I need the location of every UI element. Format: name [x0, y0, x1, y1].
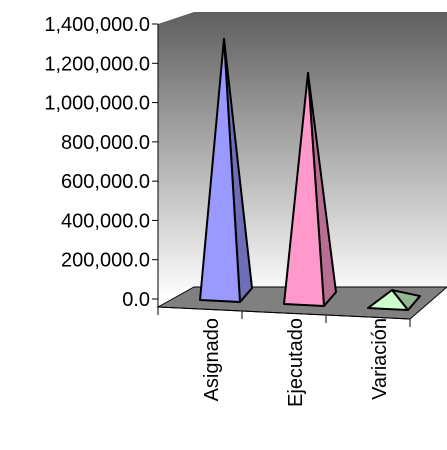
y-tick-label: 600,000.0	[61, 171, 150, 193]
y-tick-label: 200,000.0	[61, 250, 150, 272]
y-tick-label: 1,000,000.0	[44, 93, 150, 115]
pyramid-series	[199, 37, 421, 312]
y-tick-label: 0.0	[122, 289, 150, 311]
y-axis: 0.0 200,000.0 400,000.0 600,000.0 800,000.0 1…	[44, 14, 159, 311]
x-tick-label: Ejecutado	[285, 318, 307, 407]
pyramid-bar	[283, 71, 337, 308]
x-tick-label: Asignado	[201, 318, 223, 401]
pyramid-bar	[199, 37, 253, 304]
x-tick-label: Variación	[369, 318, 391, 400]
pyramid-front-face	[367, 289, 409, 312]
x-axis-line	[157, 306, 411, 320]
y-tick-label: 1,200,000.0	[44, 53, 150, 75]
y-tick-label: 400,000.0	[61, 210, 150, 232]
pyramid-front-face	[283, 71, 325, 308]
pyramid-bar	[367, 289, 421, 312]
pyramid-front-face	[199, 37, 241, 304]
y-tick-label: 1,400,000.0	[44, 14, 150, 36]
x-axis: Asignado Ejecutado Variación	[157, 306, 411, 407]
y-tick-label: 800,000.0	[61, 132, 150, 154]
